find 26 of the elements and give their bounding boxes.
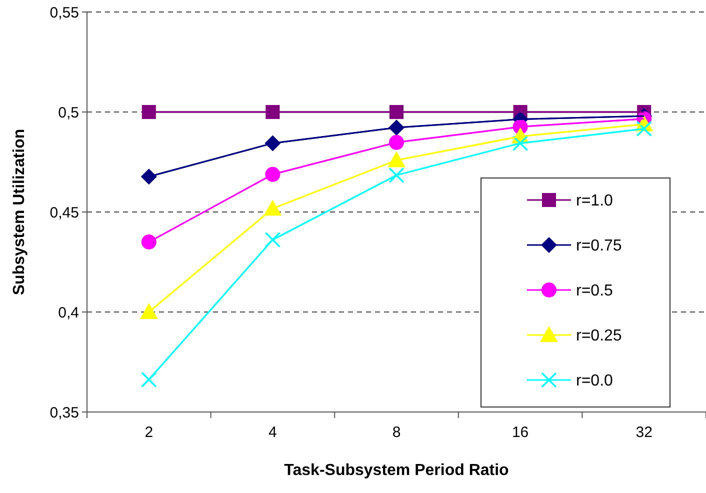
x-tick-label: 4 (268, 424, 277, 441)
point (142, 105, 156, 119)
point (140, 303, 158, 319)
x-tick-label: 16 (512, 424, 529, 441)
x-tick-label: 2 (144, 424, 154, 441)
point (512, 135, 528, 152)
point (141, 234, 156, 250)
legend-label: r=1.0 (576, 192, 614, 210)
y-tick-label: 0,4 (58, 304, 79, 322)
y-tick-label: 0,55 (50, 4, 79, 22)
point (141, 372, 157, 388)
legend-label: r=0.75 (576, 238, 622, 255)
x-tick-label: 32 (636, 424, 652, 441)
y-axis-title: Subsystem Utilization (11, 128, 28, 296)
y-tick-label: 0,45 (50, 204, 79, 222)
y-tick-label: 0,5 (58, 104, 79, 122)
y-tick-label: 0,35 (50, 404, 79, 422)
x-tick-label: 8 (392, 424, 401, 441)
point (140, 168, 157, 185)
point (636, 120, 652, 137)
legend-label: r=0.25 (576, 328, 622, 345)
legend-label: r=0.5 (576, 282, 614, 300)
x-axis-title: Task-Subsystem Period Ratio (284, 462, 510, 479)
legend-label: r=0.0 (576, 372, 614, 390)
point (388, 167, 404, 184)
point (264, 232, 281, 248)
